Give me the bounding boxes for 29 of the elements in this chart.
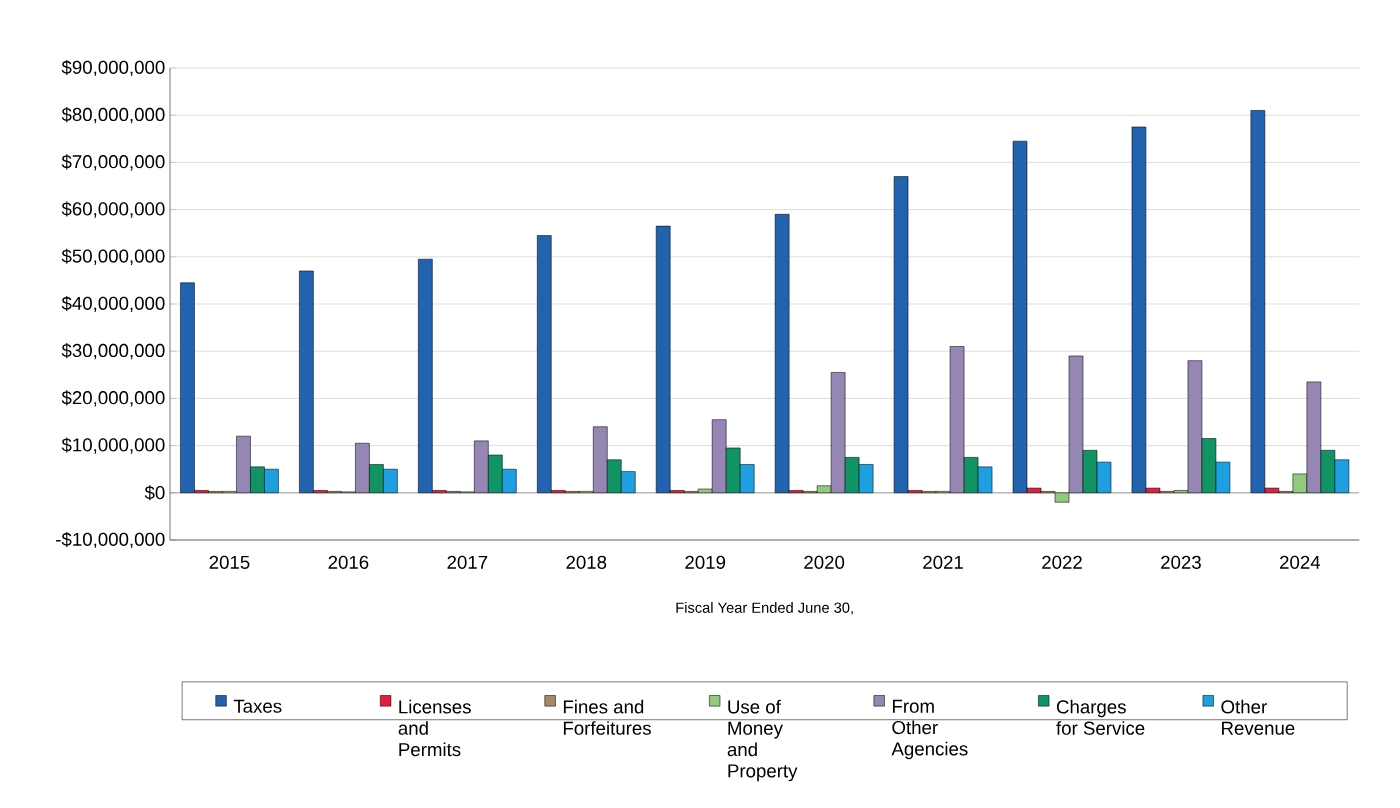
y-tick-label: $50,000,000 bbox=[61, 248, 165, 265]
x-tick-label: 2022 bbox=[1042, 555, 1082, 569]
y-tick-label: $20,000,000 bbox=[61, 390, 165, 407]
y-tick-label: $80,000,000 bbox=[61, 107, 165, 124]
x-tick-label: 2023 bbox=[1161, 555, 1201, 569]
legend-label: Charges for Service bbox=[1056, 699, 1145, 735]
y-tick-label: $0 bbox=[144, 485, 165, 501]
y-tick-label: $70,000,000 bbox=[61, 154, 165, 171]
y-tick-label: $90,000,000 bbox=[61, 59, 165, 77]
x-tick-label: 2019 bbox=[685, 555, 726, 569]
x-tick-label: 2020 bbox=[804, 555, 845, 569]
x-tick-label: 2021 bbox=[923, 555, 963, 569]
x-tick-label: 2024 bbox=[1280, 555, 1321, 569]
x-tick-label: 2016 bbox=[328, 555, 369, 569]
legend-label: Fines and Forfeitures bbox=[563, 699, 651, 735]
y-tick-label: -$10,000,000 bbox=[56, 531, 165, 549]
legend-label: Use of Money and Property bbox=[727, 699, 798, 782]
y-tick-label: $10,000,000 bbox=[61, 437, 165, 454]
y-tick-label: $40,000,000 bbox=[61, 295, 165, 313]
x-tick-label: 2018 bbox=[566, 555, 607, 569]
legend-label: Taxes bbox=[233, 699, 282, 713]
y-tick-label: $60,000,000 bbox=[61, 201, 165, 218]
legend-label: From Other Agencies bbox=[891, 699, 968, 760]
x-tick-label: 2015 bbox=[209, 555, 250, 569]
y-tick-label: $30,000,000 bbox=[61, 343, 165, 360]
x-tick-label: 2017 bbox=[447, 555, 488, 569]
legend-label: Licenses and Permits bbox=[398, 699, 471, 757]
x-axis-title: Fiscal Year Ended June 30, bbox=[676, 602, 853, 615]
legend-label: Other Revenue bbox=[1221, 699, 1295, 735]
